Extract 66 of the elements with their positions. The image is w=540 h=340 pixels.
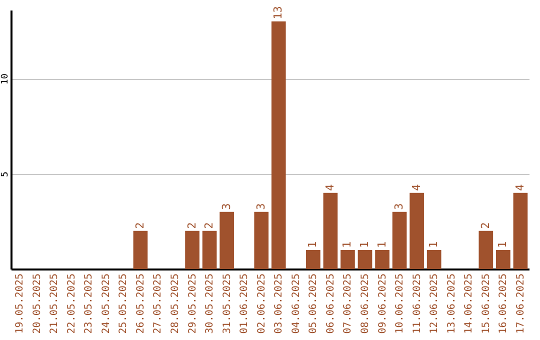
x-tick-label: 22.05.2025 xyxy=(66,274,78,334)
y-tick-label: 10 xyxy=(0,74,10,84)
x-tick-label: 02.06.2025 xyxy=(256,274,268,334)
x-tick-label: 20.05.2025 xyxy=(32,274,43,334)
bar xyxy=(185,230,200,269)
x-tick-label: 25.05.2025 xyxy=(118,274,130,334)
y-tick-label: 5 xyxy=(0,172,10,177)
bar xyxy=(306,250,320,269)
x-tick-label: 07.06.2025 xyxy=(342,274,354,334)
data-label: 3 xyxy=(220,203,233,210)
data-label: 2 xyxy=(185,222,198,229)
bar xyxy=(358,250,372,269)
data-label: 1 xyxy=(496,241,510,248)
x-tick-label: 11.06.2025 xyxy=(412,274,423,334)
x-tick-label: 17.06.2025 xyxy=(515,274,526,334)
bar xyxy=(323,192,338,269)
bar xyxy=(220,212,234,269)
bar xyxy=(254,212,269,269)
x-tick-label: 03.06.2025 xyxy=(274,274,285,334)
bar xyxy=(410,192,424,269)
x-tick-label: 08.06.2025 xyxy=(360,274,371,334)
x-tick-label: 16.06.2025 xyxy=(498,274,510,334)
bar xyxy=(340,250,355,269)
x-tick-label: 23.05.2025 xyxy=(84,274,95,334)
data-label: 1 xyxy=(306,241,320,248)
x-tick-label: 28.05.2025 xyxy=(170,274,181,334)
x-tick-label: 06.06.2025 xyxy=(325,274,336,334)
bar xyxy=(202,230,217,269)
data-label: 2 xyxy=(133,222,146,229)
x-tick-label: 13.06.2025 xyxy=(446,274,458,334)
x-tick-label: 12.06.2025 xyxy=(429,274,440,334)
x-tick-label: 31.05.2025 xyxy=(222,274,233,334)
x-tick-label: 04.06.2025 xyxy=(290,274,302,334)
bar xyxy=(375,250,390,269)
x-tick-label: 19.05.2025 xyxy=(14,274,26,334)
x-tick-label: 01.06.2025 xyxy=(239,274,250,334)
x-tick-label: 10.06.2025 xyxy=(394,274,406,334)
bar xyxy=(271,21,286,269)
bar xyxy=(513,192,528,269)
x-tick-label: 05.06.2025 xyxy=(308,274,320,334)
bar xyxy=(392,212,407,269)
data-label: 2 xyxy=(478,222,492,229)
data-label: 1 xyxy=(427,241,440,248)
bar xyxy=(133,230,148,269)
x-tick-label: 14.06.2025 xyxy=(464,274,475,334)
data-label: 1 xyxy=(375,241,388,248)
data-label: 13 xyxy=(272,6,285,20)
bar xyxy=(478,230,494,269)
x-tick-label: 15.06.2025 xyxy=(480,274,492,334)
x-tick-label: 29.05.2025 xyxy=(187,274,198,334)
x-tick-label: 30.05.2025 xyxy=(204,274,216,334)
bar xyxy=(496,250,510,269)
x-tick-label: 26.05.2025 xyxy=(135,274,146,334)
x-tick-label: 24.05.2025 xyxy=(100,274,112,334)
data-label: 4 xyxy=(323,184,336,191)
x-tick-label: 21.05.2025 xyxy=(49,274,60,334)
x-tick-label: 09.06.2025 xyxy=(377,274,388,334)
x-tick-label: 27.05.2025 xyxy=(152,274,164,334)
data-label: 3 xyxy=(392,203,406,210)
data-label: 1 xyxy=(340,241,354,248)
data-label: 4 xyxy=(410,184,423,191)
data-label: 3 xyxy=(254,203,268,210)
bar xyxy=(426,250,442,269)
data-label: 4 xyxy=(513,184,526,191)
data-label: 2 xyxy=(202,222,216,229)
data-label: 1 xyxy=(358,241,371,248)
